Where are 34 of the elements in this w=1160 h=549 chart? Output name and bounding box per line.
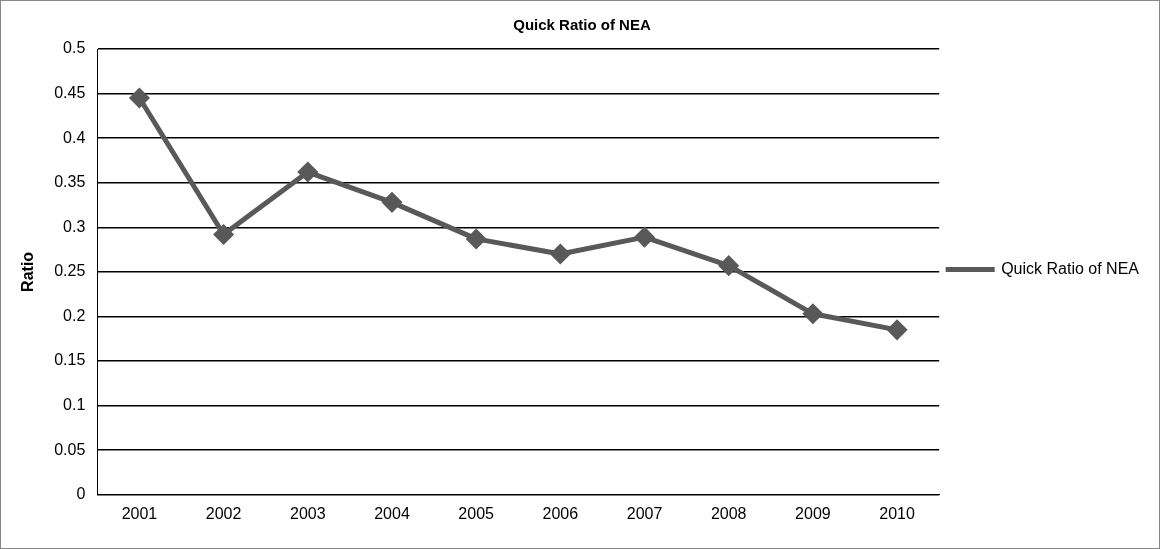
x-tick-label: 2010 xyxy=(879,504,915,522)
x-tick-label: 2003 xyxy=(290,504,326,522)
point xyxy=(466,229,486,249)
x-tick-label: 2009 xyxy=(795,504,831,522)
point xyxy=(887,320,907,340)
point xyxy=(719,256,739,276)
point xyxy=(129,88,149,108)
x-tick-label: 2001 xyxy=(121,504,158,522)
point xyxy=(803,304,823,324)
y-tick-label: 0.3 xyxy=(63,217,86,235)
point xyxy=(382,192,402,212)
x-tick-label: 2006 xyxy=(542,504,579,522)
legend-label: Quick Ratio of NEA xyxy=(1001,259,1140,277)
point xyxy=(298,162,318,182)
x-tick-label: 2004 xyxy=(374,504,410,522)
y-tick-label: 0.45 xyxy=(54,83,86,101)
y-tick-label: 0.35 xyxy=(54,173,86,191)
point xyxy=(214,224,234,244)
y-tick-label: 0.25 xyxy=(54,262,86,280)
point xyxy=(550,244,570,264)
point xyxy=(635,227,655,247)
y-tick-label: 0 xyxy=(76,485,86,503)
x-tick-label: 2005 xyxy=(458,504,495,522)
y-axis-title: Ratio xyxy=(19,251,37,292)
x-tick-label: 2002 xyxy=(205,504,242,522)
y-tick-label: 0.05 xyxy=(54,440,86,458)
y-tick-label: 0.4 xyxy=(63,128,86,146)
x-tick-label: 2008 xyxy=(710,504,747,522)
y-tick-label: 0.5 xyxy=(63,39,86,57)
chart-title: Quick Ratio of NEA xyxy=(513,16,651,34)
x-tick-label: 2007 xyxy=(626,504,663,522)
y-tick-label: 0.15 xyxy=(54,351,86,369)
y-tick-label: 0.2 xyxy=(63,306,86,324)
y-tick-label: 0.1 xyxy=(63,396,86,414)
